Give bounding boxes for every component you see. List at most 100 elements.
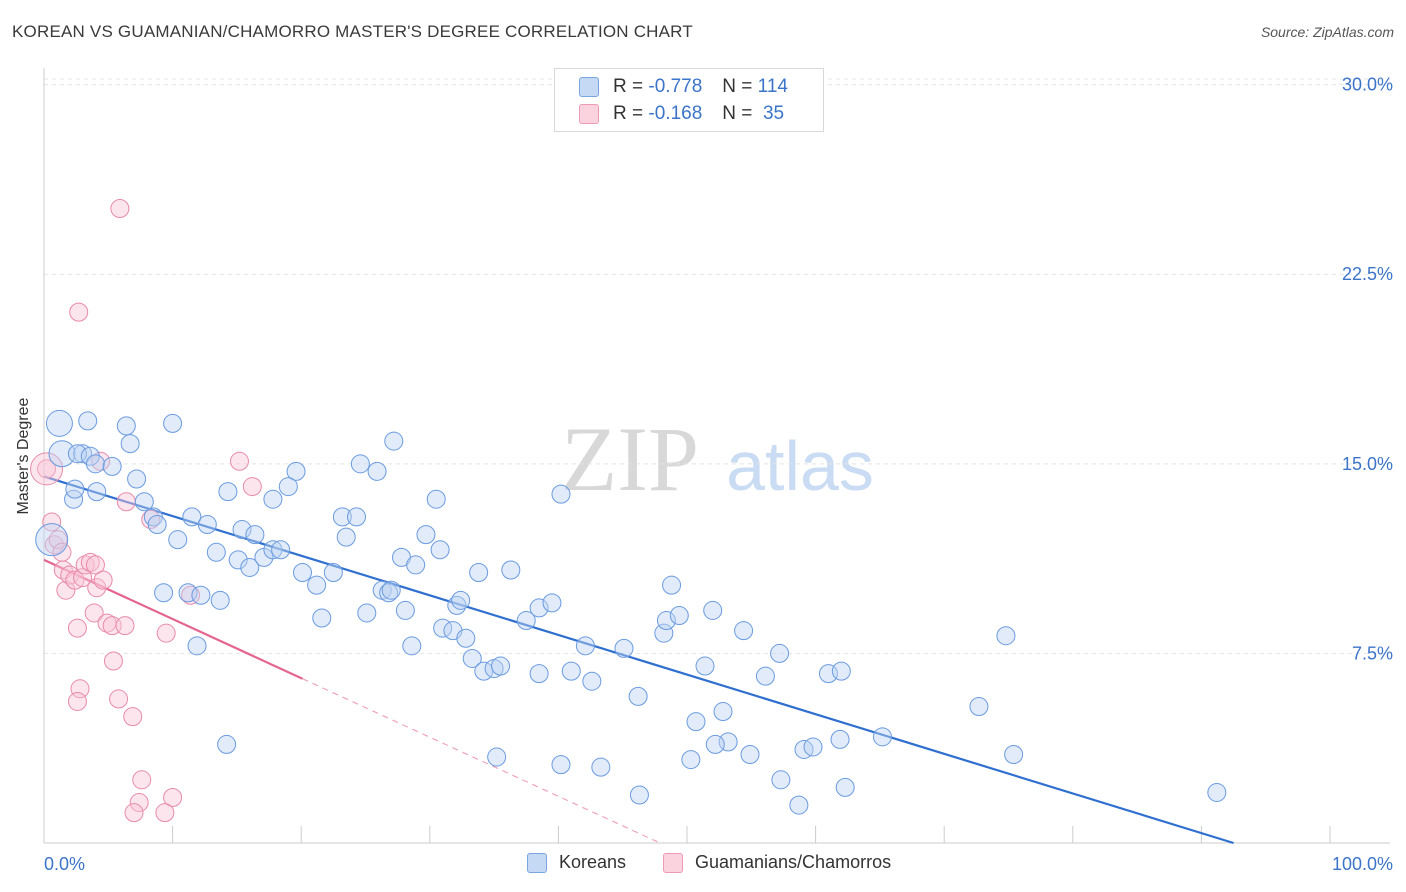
korean-point-10: [87, 482, 107, 502]
korean-point-3: [78, 411, 98, 431]
korean-point-78: [575, 636, 595, 656]
korean-point-37: [278, 477, 298, 497]
korean-point-8: [85, 454, 105, 474]
korean-point-45: [350, 454, 370, 474]
korean-point-26: [187, 636, 207, 656]
guam-point-27: [129, 793, 149, 813]
y-tick-label-2: 22.5%: [1342, 264, 1393, 284]
guam-point-14: [85, 555, 105, 575]
korean-point-27: [218, 482, 238, 502]
guam-point-33: [229, 451, 249, 471]
guam-point-large: [30, 452, 64, 486]
korean-point-54: [402, 636, 422, 656]
guam-point-37: [124, 803, 144, 823]
korean-point-96: [755, 666, 775, 686]
korean-point-70: [487, 747, 507, 767]
y-tick-label-1: 15.0%: [1342, 454, 1393, 474]
korean-point-82: [628, 686, 648, 706]
guam-trendline: [43, 558, 303, 680]
korean-point-20: [154, 583, 174, 603]
korean-point-90: [695, 656, 715, 676]
guam-r-label: R =: [613, 103, 644, 124]
korean-point-111: [217, 734, 237, 754]
korean-point-44: [346, 507, 366, 527]
korean-point-11: [116, 416, 136, 436]
guam-point-32: [181, 585, 201, 605]
watermark-atlas: atlas: [726, 427, 874, 505]
korean-point-62: [451, 590, 471, 610]
korean-n-value: 114: [757, 76, 788, 97]
guam-point-9: [67, 618, 87, 638]
watermark: ZIP atlas: [561, 408, 874, 510]
korean-r-label: R =: [613, 76, 644, 97]
guam-point-18: [87, 578, 107, 598]
korean-point-55: [406, 555, 426, 575]
chart-title: KOREAN VS GUAMANIAN/CHAMORRO MASTER'S DE…: [12, 22, 693, 41]
guam-point-8: [65, 570, 85, 590]
korean-point-18: [168, 530, 188, 550]
y-tick-label-0: 7.5%: [1352, 643, 1393, 663]
korean-trendline: [43, 475, 1234, 845]
korean-point-108: [996, 626, 1016, 646]
korean-swatch: [579, 77, 599, 97]
korean-point-98: [771, 770, 791, 790]
korean-point-110: [1207, 782, 1227, 802]
korean-point-24: [206, 542, 226, 562]
guam-r-value: -0.168: [648, 103, 703, 124]
korean-point-21: [182, 507, 202, 527]
korean-point-29: [232, 520, 252, 540]
korean-point-106: [872, 727, 892, 747]
korean-legend-label: Koreans: [559, 852, 627, 872]
guam-point-28: [132, 770, 152, 790]
legend-row-korean: R = -0.778 N = 114: [579, 75, 788, 99]
korean-point-104: [830, 729, 850, 749]
korean-point-63: [456, 628, 476, 648]
stats-legend: R = -0.778 N = 114 R = -0.168 N = 35: [554, 68, 824, 132]
korean-point-25: [210, 590, 230, 610]
series-legend: Koreans Guamanians/Chamorros: [0, 852, 1406, 876]
korean-point-9: [102, 456, 122, 476]
guam-point-12: [75, 555, 95, 575]
series-legend-guam[interactable]: Guamanians/Chamorros: [663, 852, 891, 873]
korean-point-94: [734, 621, 754, 641]
guam-point-23: [110, 199, 130, 219]
guam-swatch: [579, 104, 599, 124]
y-axis-label: Master's Degree: [15, 397, 32, 514]
korean-point-83: [629, 785, 649, 805]
korean-point-large: [35, 523, 69, 557]
korean-point-28: [228, 550, 248, 570]
series-legend-korean[interactable]: Koreans: [527, 852, 626, 873]
korean-point-49: [379, 583, 399, 603]
korean-point-13: [127, 469, 147, 489]
guam-point-30: [156, 623, 176, 643]
korean-point-95: [740, 745, 760, 765]
guam-point-1: [42, 512, 62, 532]
korean-point-85: [656, 611, 676, 631]
korean-point-101: [803, 737, 823, 757]
guam-points: [30, 199, 262, 823]
korean-point-39: [307, 575, 327, 595]
korean-point-16: [147, 514, 167, 534]
guam-point-19: [93, 570, 113, 590]
korean-point-112: [705, 734, 725, 754]
korean-point-1: [48, 440, 76, 468]
guam-point-31: [163, 787, 183, 807]
korean-point-77: [561, 661, 581, 681]
korean-point-56: [416, 525, 436, 545]
korean-r-value: -0.778: [648, 76, 703, 97]
x-tick-label-1: 100.0%: [1332, 854, 1393, 874]
korean-point-84: [654, 623, 674, 643]
korean-point-51: [384, 431, 404, 451]
korean-point-30: [240, 557, 260, 577]
korean-point-74: [542, 593, 562, 613]
korean-point-61: [447, 595, 467, 615]
guam-point-13: [80, 552, 100, 572]
korean-point-5: [64, 489, 84, 509]
korean-point-33: [263, 540, 283, 560]
x-tick-label-0: 0.0%: [44, 854, 85, 874]
korean-point-68: [491, 656, 511, 676]
korean-point-22: [191, 585, 211, 605]
korean-point-43: [336, 527, 356, 547]
korean-point-40: [312, 608, 332, 628]
